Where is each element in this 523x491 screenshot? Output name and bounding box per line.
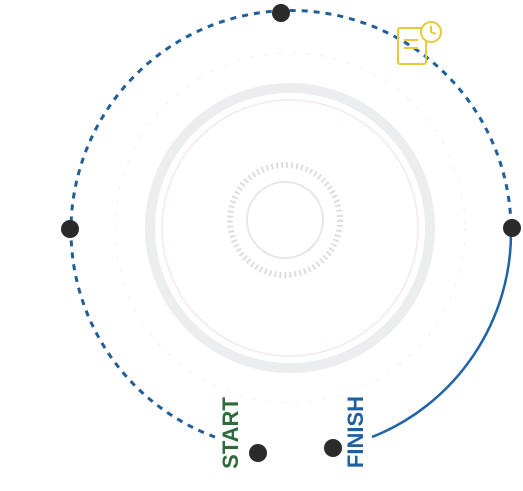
start-dot — [249, 444, 267, 462]
finish-dot — [324, 439, 342, 457]
finish-label: FINISH — [343, 396, 368, 468]
milestone-dot — [272, 4, 290, 22]
faded-ring-inner — [162, 100, 418, 356]
race-track-diagram: START FINISH — [0, 0, 523, 491]
start-label: START — [218, 397, 243, 469]
milestone-dot — [61, 220, 79, 238]
faded-background — [115, 53, 465, 403]
dashed-track — [71, 11, 511, 437]
milestone-dot — [503, 219, 521, 237]
faded-ring — [150, 88, 430, 368]
faded-outer-text — [115, 53, 465, 403]
faded-dial-inner — [247, 182, 323, 258]
solid-track — [372, 230, 511, 437]
